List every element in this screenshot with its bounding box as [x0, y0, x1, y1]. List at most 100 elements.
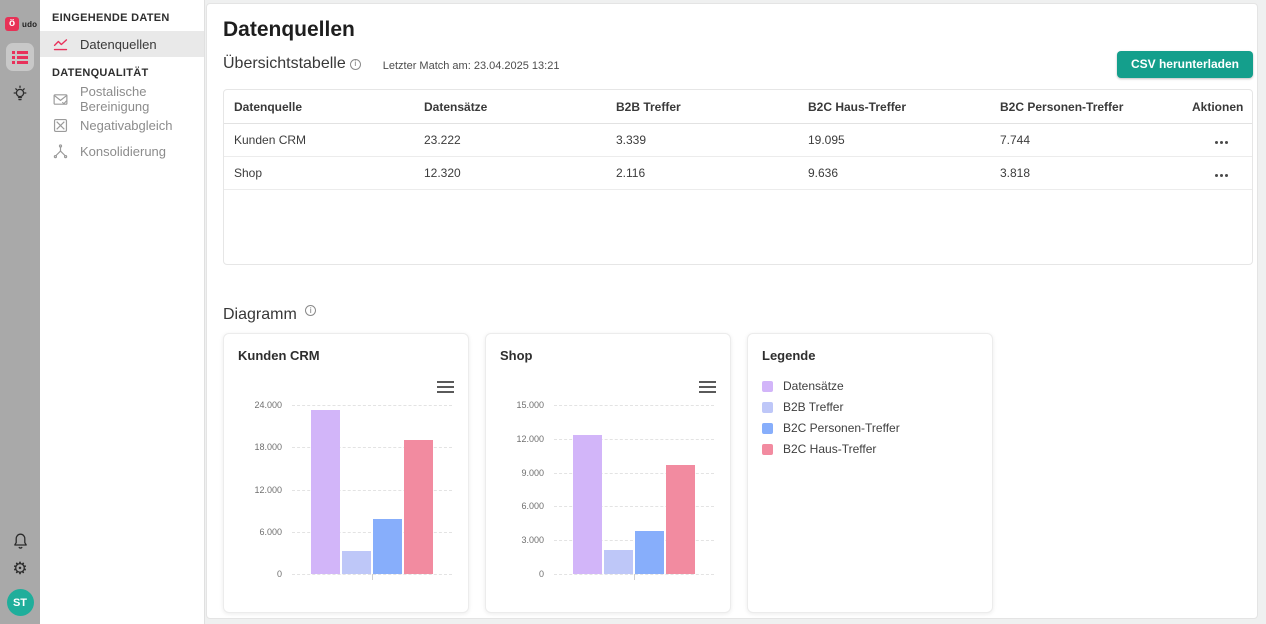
chart-card-title: Kunden CRM: [238, 348, 320, 363]
chart-cards-row: Kunden CRM 0 6.000 12.000 18.000 24.000 Shop…: [223, 333, 1253, 613]
y-axis-tick-label: 0: [538, 569, 544, 579]
y-axis-tick-label: 3.000: [521, 535, 544, 546]
table-row: Shop 12.320 2.116 9.636 3.818: [224, 157, 1252, 190]
gridline: [554, 405, 714, 406]
y-axis-tick-label: 24.000: [254, 400, 282, 410]
gridline: [554, 506, 714, 508]
column-header-datenquelle: Datenquelle: [234, 99, 303, 114]
sidebar-section-datenqualitaet: DATENQUALITÄT: [52, 67, 149, 79]
bar-group: [292, 405, 452, 574]
bell-icon[interactable]: [12, 532, 29, 550]
app-logo[interactable]: ö udo: [5, 17, 37, 31]
list-icon: [12, 50, 28, 64]
chart-plot-area: [292, 405, 452, 580]
table-row: Kunden CRM 23.222 3.339 19.095 7.744: [224, 124, 1252, 157]
bar-3-b2c-personen-treffer[interactable]: [635, 530, 664, 574]
overview-subheader: Übersichtstabelle i Letzter Match am: 23…: [223, 50, 1253, 78]
logo-text: udo: [22, 19, 38, 29]
column-header-b2c-personen-treffer: B2C Personen-Treffer: [1000, 99, 1124, 114]
cell-datensaetze: 12.320: [424, 166, 461, 180]
left-icon-rail: ö udo ⚙ ST: [0, 0, 40, 624]
gridline: [292, 447, 452, 449]
legend-item: B2C Haus-Treffer: [762, 442, 978, 456]
y-axis-tick-label: 9.000: [521, 467, 544, 478]
info-icon[interactable]: i: [305, 305, 317, 316]
overview-table-title: Übersichtstabelle: [223, 55, 346, 72]
rail-item-data-lists[interactable]: [6, 43, 34, 71]
bar-4-b2c-haus-treffer[interactable]: [404, 439, 433, 574]
y-axis-tick-label: 12.000: [254, 484, 282, 495]
trend-chart-icon: [53, 38, 68, 50]
column-header-b2c-haus-treffer: B2C Haus-Treffer: [808, 99, 907, 114]
y-axis: 0 6.000 12.000 18.000 24.000: [238, 400, 292, 579]
cell-b2c-haus-treffer: 9.636: [808, 166, 839, 180]
y-axis-tick-label: 0: [276, 569, 282, 579]
chart-card-title: Shop: [500, 348, 533, 363]
legend-title: Legende: [762, 348, 816, 363]
bar-2-b2b-treffer[interactable]: [342, 550, 371, 574]
lightbulb-icon: [13, 85, 27, 101]
legend-item: Datensätze: [762, 379, 978, 393]
cell-b2b-treffer: 3.339: [616, 133, 647, 147]
cell-datenquelle: Kunden CRM: [234, 133, 307, 147]
gridline: [554, 540, 714, 542]
csv-download-button[interactable]: CSV herunterladen: [1116, 50, 1253, 78]
sidebar-item-label: Datenquellen: [80, 36, 157, 52]
sidebar-item-label: Konsolidierung: [80, 143, 167, 159]
row-actions-menu-button[interactable]: [1213, 170, 1230, 181]
row-actions-menu-button[interactable]: [1213, 137, 1230, 148]
sidebar-item-datenquellen[interactable]: Datenquellen: [40, 31, 204, 57]
cell-b2c-personen-treffer: 7.744: [1000, 133, 1031, 147]
legend-swatch: [762, 380, 773, 392]
bar-3-b2c-personen-treffer[interactable]: [373, 519, 402, 574]
diagram-title: Diagramm: [223, 305, 297, 323]
rail-item-ideas[interactable]: [11, 84, 29, 109]
column-header-datensaetze: Datensätze: [424, 99, 488, 114]
y-axis-tick-label: 18.000: [254, 442, 282, 453]
bar-2-b2b-treffer[interactable]: [604, 550, 633, 574]
legend-label: B2C Personen-Treffer: [783, 421, 900, 435]
sidebar-item-label: Postalische Bereinigung: [80, 84, 150, 114]
gridline: [292, 531, 452, 533]
legend-item: B2B Treffer: [762, 400, 978, 414]
y-axis-tick-label: 15.000: [516, 400, 544, 410]
legend-swatch: [762, 443, 773, 455]
cell-datenquelle: Shop: [234, 166, 263, 180]
legend-items: Datensätze B2B Treffer B2C Personen-Tref…: [762, 379, 978, 456]
bar-chart: 0 6.000 12.000 18.000 24.000: [238, 400, 454, 580]
sidebar-item-negativabgleich[interactable]: Negativabgleich: [40, 112, 204, 138]
chart-menu-icon[interactable]: [699, 381, 716, 393]
sidebar-item-postalische-bereinigung[interactable]: Postalische Bereinigung: [40, 84, 204, 114]
gridline: [292, 405, 452, 406]
bar-chart: 0 3.000 6.000 9.000 12.000 15.000: [500, 400, 716, 580]
table-header-row: Datenquelle Datensätze B2B Treffer B2C H…: [224, 90, 1252, 124]
sidebar-item-konsolidierung[interactable]: Konsolidierung: [40, 138, 204, 164]
sidebar-item-label: Negativabgleich: [80, 117, 173, 133]
y-axis-tick-label: 6.000: [259, 526, 282, 537]
cell-datensaetze: 23.222: [424, 133, 461, 147]
bar-group: [554, 405, 714, 574]
overview-table: Datenquelle Datensätze B2B Treffer B2C H…: [223, 89, 1253, 265]
column-header-b2b-treffer: B2B Treffer: [616, 99, 681, 114]
rail-bottom-group: ⚙ ST: [0, 532, 40, 616]
info-icon[interactable]: i: [349, 58, 361, 70]
legend-label: B2B Treffer: [783, 400, 844, 414]
main-content-panel: Datenquellen Übersichtstabelle i Letzter…: [206, 3, 1258, 619]
bar-1-datens-tze[interactable]: [311, 410, 340, 574]
gridline: [554, 472, 714, 474]
chart-menu-icon[interactable]: [437, 381, 454, 393]
page-title: Datenquellen: [223, 18, 355, 41]
diagram-section-heading: Diagramm i: [223, 305, 1253, 325]
legend-swatch: [762, 422, 773, 434]
x-axis-category-tick: [372, 574, 373, 580]
cell-b2c-haus-treffer: 19.095: [808, 133, 845, 147]
bar-1-datens-tze[interactable]: [573, 435, 602, 574]
legend-label: Datensätze: [783, 379, 844, 393]
cell-b2c-personen-treffer: 3.818: [1000, 166, 1031, 180]
chart-card-kunden-crm: Kunden CRM 0 6.000 12.000 18.000 24.000: [223, 333, 469, 613]
user-avatar[interactable]: ST: [6, 589, 34, 616]
settings-gear-icon[interactable]: ⚙: [12, 559, 28, 579]
y-axis-tick-label: 12.000: [516, 433, 544, 444]
bar-4-b2c-haus-treffer[interactable]: [666, 465, 695, 574]
cell-b2b-treffer: 2.116: [616, 166, 646, 180]
